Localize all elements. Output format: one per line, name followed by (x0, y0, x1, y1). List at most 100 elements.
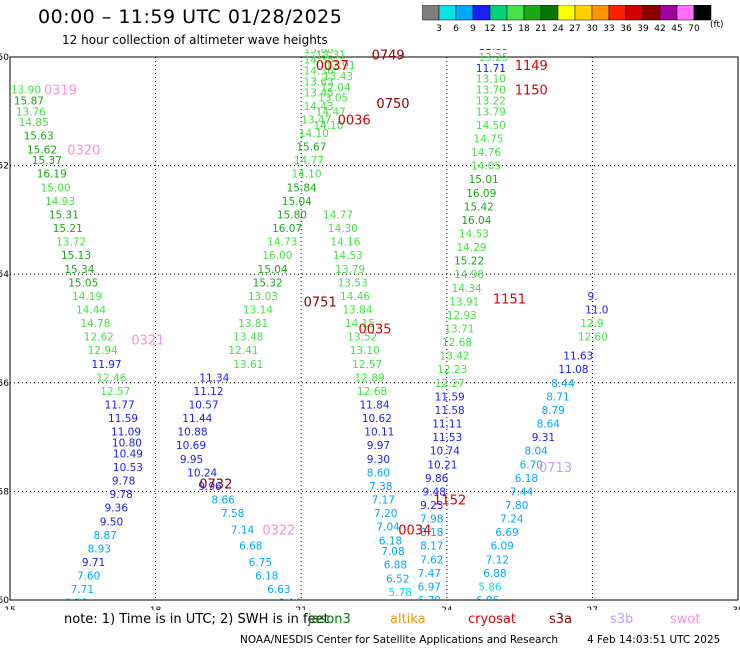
wave-height-point: 13.47 (301, 114, 331, 126)
wave-height-point: 15.42 (464, 201, 494, 213)
wave-height-point: 11.97 (92, 359, 122, 371)
wave-height-point: 15.62 (27, 144, 57, 156)
wave-height-point: 14.10 (291, 169, 321, 181)
pass-time-label: 1149 (515, 59, 548, 74)
color-scale-tick: 45 (671, 24, 682, 34)
color-scale-tick: 21 (535, 24, 546, 34)
wave-height-point: 6.18 (379, 535, 402, 547)
plot-frame (9, 56, 739, 601)
wave-height-point: 13.31 (316, 49, 346, 61)
wave-height-point: 13.76 (16, 106, 46, 118)
wave-height-point: 5.75 (64, 598, 87, 610)
wave-height-point: 9.50 (100, 516, 123, 528)
y-tick-label: -54 (0, 270, 9, 280)
wave-height-point: 13.71 (444, 324, 474, 336)
wave-height-point: 6.68 (239, 541, 262, 553)
wave-height-point: 14.53 (333, 250, 363, 262)
wave-height-point: 7.14 (231, 524, 255, 536)
wave-height-point: 13.10 (350, 345, 380, 357)
pass-time-label: 1151 (493, 293, 526, 308)
wave-height-point: 11.71 (476, 63, 506, 75)
wave-height-point: 15.00 (41, 182, 71, 194)
wave-height-point: 14.44 (76, 304, 106, 316)
wave-height-point: 15.32 (253, 277, 283, 289)
wave-height-point: 9. (588, 291, 598, 303)
wave-height-point: 15.63 (24, 131, 54, 143)
wave-height-point: 14.15 (345, 318, 375, 330)
wave-height-point: 6.88 (384, 560, 407, 572)
wave-height-point: 10.69 (176, 440, 206, 452)
pass-time-label: 1152 (433, 494, 466, 509)
wave-height-point: 6.63 (267, 584, 290, 596)
wave-height-point: 13.72 (56, 237, 86, 249)
wave-height-point: 16.04 (461, 215, 491, 227)
color-scale-tick: 18 (518, 24, 530, 34)
wave-height-point: 13.48 (233, 332, 263, 344)
wave-height-point: 7.60 (77, 571, 100, 583)
legend-jason3: jason3 (308, 612, 351, 627)
wave-height-point: 7.08 (381, 546, 404, 558)
wave-height-point: 6.97 (418, 581, 441, 593)
wave-height-point: 7.62 (420, 554, 443, 566)
wave-height-point: 6.45 (473, 609, 496, 610)
pass-time-label: 0037 (316, 59, 349, 74)
wave-height-point: 5.86 (278, 598, 302, 610)
wave-height-point: 13.25 (478, 52, 508, 64)
wave-height-point: 13.22 (476, 95, 506, 107)
chart-subtitle: 12 hour collection of altimeter wave hei… (62, 33, 328, 47)
wave-height-point: 13.79 (335, 264, 365, 276)
color-scale-tick: 3 (436, 24, 442, 34)
generated-timestamp: 4 Feb 14:03:51 UTC 2025 (587, 634, 721, 646)
wave-height-point: 9.78 (112, 476, 135, 488)
y-tick-label: -50 (0, 53, 9, 63)
wave-height-point: 12.68 (357, 386, 387, 398)
wave-height-point: 7.38 (369, 481, 392, 493)
pass-time-label: 1150 (515, 84, 548, 99)
x-tick-label: 30 (732, 606, 740, 610)
wave-height-point: 8.04 (524, 446, 548, 458)
wave-height-point: 9.23 (420, 500, 443, 512)
wave-height-point: 7.47 (418, 568, 441, 580)
wave-height-point: 15.67 (296, 142, 326, 154)
wave-height-point: 16.07 (272, 223, 302, 235)
wave-height-point: 13.84 (342, 304, 372, 316)
wave-height-point: 11.0 (585, 304, 608, 316)
wave-height-point: 12.57 (352, 359, 382, 371)
wave-height-point: 8.64 (537, 419, 561, 431)
wave-height-point: 14.93 (45, 196, 75, 208)
wave-height-point: 9.31 (532, 432, 555, 444)
wave-height-point: 14.53 (459, 228, 489, 240)
wave-height-point: 15.34 (64, 264, 94, 276)
wave-height-point: 6.09 (490, 541, 513, 553)
wave-height-point: 7.24 (500, 514, 524, 526)
wave-height-point: 6.69 (495, 527, 518, 539)
wave-height-point: 10.21 (427, 459, 457, 471)
wave-height-point: 11.63 (563, 351, 593, 363)
wave-height-point: 14.30 (328, 223, 358, 235)
pass-time-label: 0750 (376, 97, 409, 112)
wave-height-point: 15.01 (469, 174, 499, 186)
pass-time-label: 0749 (372, 48, 405, 63)
legend-swot: swot (670, 612, 701, 627)
wave-height-point: 10.88 (177, 427, 207, 439)
wave-height-point: 6.18 (255, 571, 278, 583)
wave-height-point: 6.79 (418, 595, 441, 607)
wave-height-point: 11.12 (193, 386, 223, 398)
wave-height-point: 14.77 (323, 209, 353, 221)
wave-height-point: 7.12 (486, 554, 509, 566)
color-scale-tick: 70 (688, 24, 700, 34)
wave-height-point: 11.59 (108, 413, 138, 425)
wave-height-point: 13.81 (238, 318, 268, 330)
wave-height-point: 13.70 (476, 85, 506, 97)
wave-height-point: 12.04 (321, 82, 351, 94)
wave-height-point: 12.91 (325, 60, 355, 72)
wave-height-point: 15.37 (32, 155, 62, 167)
wave-height-point: 14.50 (476, 120, 506, 132)
color-scale-tick: 36 (620, 24, 632, 34)
color-scale-tick: 9 (470, 24, 476, 34)
pass-time-label: 0035 (358, 323, 391, 338)
wave-height-point: 11.11 (432, 419, 462, 431)
wave-height-point: 6.18 (515, 473, 538, 485)
wave-height-point: 15.13 (61, 250, 91, 262)
wave-height-point: 11.89 (478, 41, 508, 53)
